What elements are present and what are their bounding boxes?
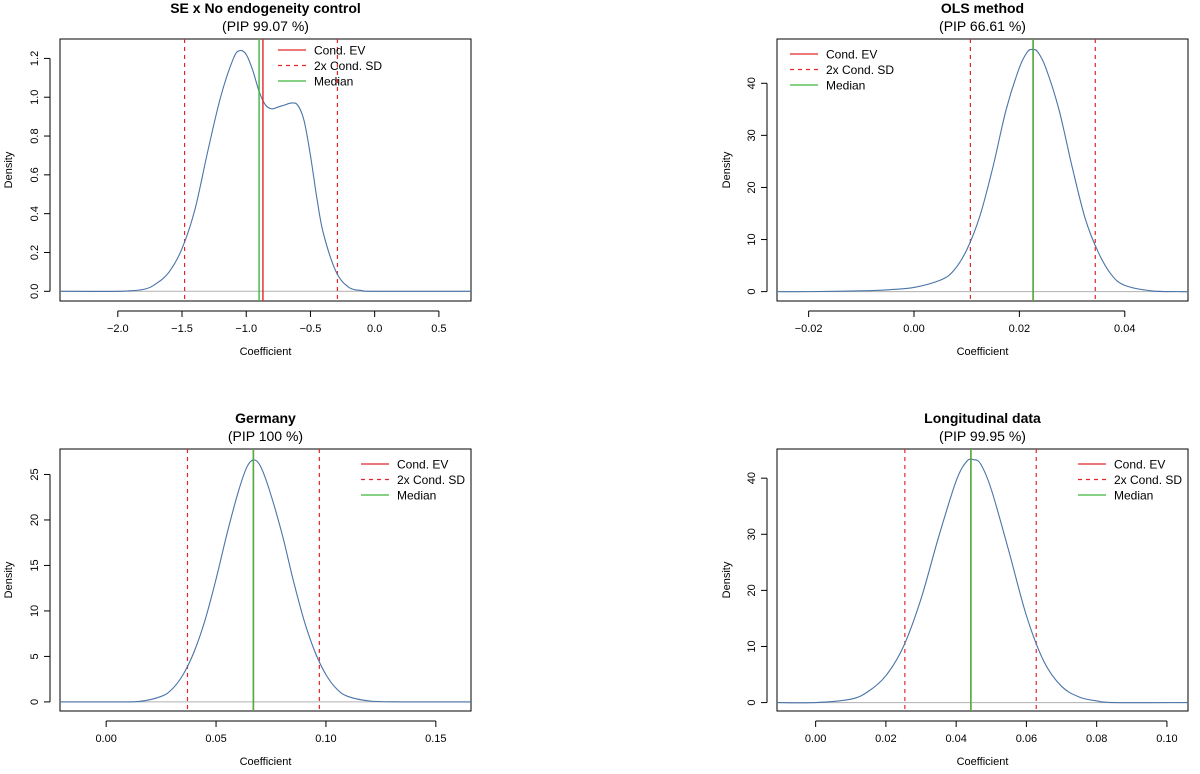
y-axis-label: Density [721,151,733,188]
plot-area [60,39,471,301]
x-tick-label: 0.00 [805,733,826,745]
chart-subtitle: (PIP 99.95 %) [939,428,1026,444]
y-tick-label: 40 [746,472,758,484]
legend-median-label: Median [826,79,865,93]
y-tick-label: 5 [29,653,41,659]
y-tick-label: 0.0 [29,284,41,299]
density-panel: Longitudinal data (PIP 99.95 %) 0.00 0.02 0.… [721,410,1189,768]
y-tick-label: 25 [29,468,41,480]
x-tick-label: −0.02 [795,323,823,335]
x-tick-label: −0.5 [300,323,322,335]
legend-median-label: Median [397,489,436,503]
plot-area [60,449,471,711]
y-tick-label: 20 [746,584,758,596]
x-tick-label: 0.00 [95,733,116,745]
legend-median-label: Median [314,75,353,89]
x-tick-label: −2.0 [107,323,129,335]
x-axis-label: Coefficient [957,346,1009,358]
x-tick-label: 0.00 [903,323,924,335]
density-panel: SE x No endogeneity control (PIP 99.07 %)… [3,0,472,358]
x-tick-label: 0.02 [875,733,896,745]
y-tick-label: 1.2 [29,51,41,66]
x-tick-label: 0.15 [425,733,446,745]
density-panel: OLS method (PIP 66.61 %) −0.02 0.00 0.02 0.04… [721,0,1189,358]
x-tick-label: 0.10 [1156,733,1177,745]
y-tick-label: 40 [746,77,758,89]
legend-cond-ev-label: Cond. EV [1114,458,1165,472]
legend-sd-label: 2x Cond. SD [397,473,465,487]
y-tick-label: 15 [29,559,41,571]
density-curve [777,48,1188,293]
x-tick-label: 0.06 [1016,733,1037,745]
density-curve [777,458,1188,704]
y-axis-label: Density [3,151,15,188]
chart-title: SE x No endogeneity control [170,0,361,16]
y-axis-label: Density [3,561,15,598]
y-tick-label: 10 [746,233,758,245]
x-tick-label: 0.02 [1009,323,1030,335]
y-tick-label: 20 [746,181,758,193]
y-tick-label: 1.0 [29,90,41,105]
legend-sd-label: 2x Cond. SD [826,63,894,77]
plot-frame [776,38,1189,302]
legend-sd-label: 2x Cond. SD [314,59,382,73]
y-tick-label: 0.4 [29,206,41,221]
plot-frame [59,38,472,302]
x-tick-label: 0.0 [367,323,382,335]
legend-cond-ev-label: Cond. EV [826,48,877,62]
plot-area [777,39,1188,301]
x-tick-label: −1.0 [235,323,257,335]
legend-sd-label: 2x Cond. SD [1114,473,1182,487]
chart-subtitle: (PIP 66.61 %) [939,18,1026,34]
x-tick-label: 0.10 [315,733,336,745]
legend-cond-ev-label: Cond. EV [397,458,448,472]
y-tick-label: 30 [746,528,758,540]
y-tick-label: 10 [29,605,41,617]
chart-title: Germany [235,410,296,426]
x-axis-label: Coefficient [957,756,1009,768]
y-tick-label: 0 [29,699,41,705]
y-axis-label: Density [721,561,733,598]
chart-title: OLS method [941,0,1024,16]
y-tick-label: 20 [29,514,41,526]
y-tick-label: 30 [746,129,758,141]
legend-median-label: Median [1114,489,1153,503]
y-tick-label: 0 [746,700,758,706]
x-axis-label: Coefficient [240,346,292,358]
density-panel: Germany (PIP 100 %) 0.00 0.05 0.10 0.15 Coeffi… [3,410,472,768]
x-tick-label: 0.04 [945,733,966,745]
plot-frame [776,448,1189,712]
y-tick-label: 10 [746,640,758,652]
chart-title: Longitudinal data [924,410,1041,426]
y-tick-label: 0.2 [29,245,41,260]
x-tick-label: 0.08 [1086,733,1107,745]
x-axis-label: Coefficient [240,756,292,768]
legend-cond-ev-label: Cond. EV [314,44,365,58]
y-tick-label: 0.6 [29,167,41,182]
chart-subtitle: (PIP 99.07 %) [222,18,309,34]
x-tick-label: −1.5 [171,323,193,335]
x-tick-label: 0.05 [205,733,226,745]
x-tick-label: 0.5 [431,323,446,335]
x-tick-label: 0.04 [1114,323,1135,335]
plot-area [777,449,1188,711]
chart-subtitle: (PIP 100 %) [228,428,303,444]
density-curve [60,49,471,292]
plot-frame [59,448,472,712]
y-tick-label: 0 [746,289,758,295]
y-tick-label: 0.8 [29,128,41,143]
